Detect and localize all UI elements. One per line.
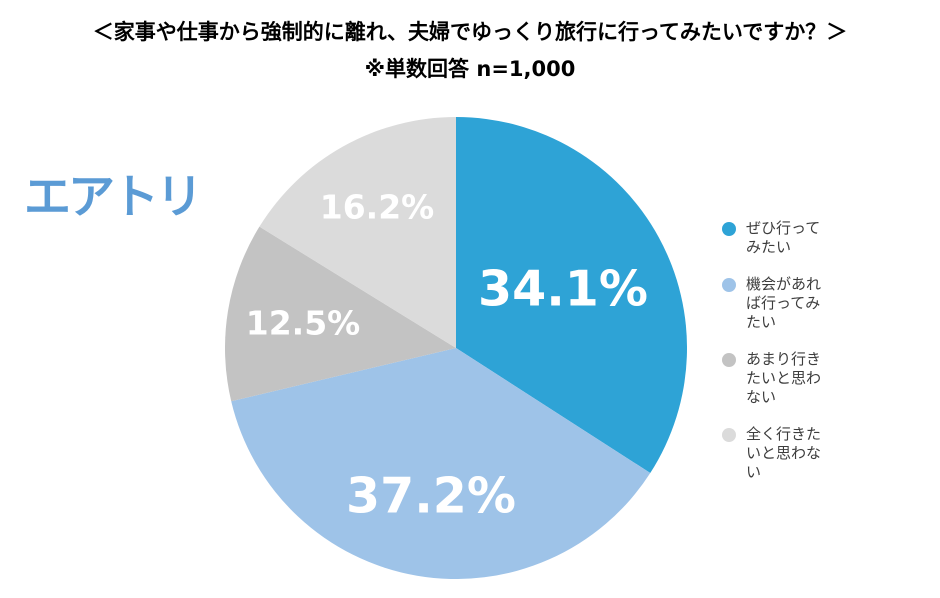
slice-value-label-1: 34.1% (478, 260, 648, 318)
legend-label-3: あまり行きたいと思わない (746, 350, 822, 406)
pie-slice-1 (456, 117, 687, 473)
legend-label-1: ぜひ行ってみたい (746, 219, 821, 256)
chart-title: ＜家事や仕事から強制的に離れ、夫婦でゆっくり旅行に行ってみたいですか？＞ (92, 20, 848, 44)
pie-slice-3 (225, 226, 456, 402)
chart-subtitle: ※単数回答 n=1,000 (364, 57, 576, 81)
legend-swatch-icon (722, 428, 736, 442)
legend-label-2: 機会があれば行ってみたい (746, 275, 822, 331)
legend-swatch-icon (722, 222, 736, 236)
pie-chart: 34.1% 37.2% 12.5% 16.2% (225, 117, 687, 579)
airtrip-logo: エアトリ (24, 170, 203, 225)
legend-item-3: あまり行きたいと思わない (722, 350, 826, 407)
pie-slice-2 (231, 348, 651, 579)
legend-label-4: 全く行きたいと思わない (746, 425, 822, 481)
legend-swatch-icon (722, 278, 736, 292)
slice-value-label-2: 37.2% (346, 467, 516, 525)
legend-item-4: 全く行きたいと思わない (722, 425, 826, 482)
slice-value-label-4: 16.2% (319, 187, 435, 227)
slice-value-label-3: 12.5% (245, 303, 361, 343)
legend-item-1: ぜひ行ってみたい (722, 219, 826, 257)
pie-slice-4 (259, 117, 456, 348)
legend-item-2: 機会があれば行ってみたい (722, 275, 826, 332)
legend-swatch-icon (722, 353, 736, 367)
pie-svg (225, 117, 687, 579)
legend: ぜひ行ってみたい機会があれば行ってみたい あまり行きたいと思わない 全く行きたいと思… (722, 219, 826, 482)
